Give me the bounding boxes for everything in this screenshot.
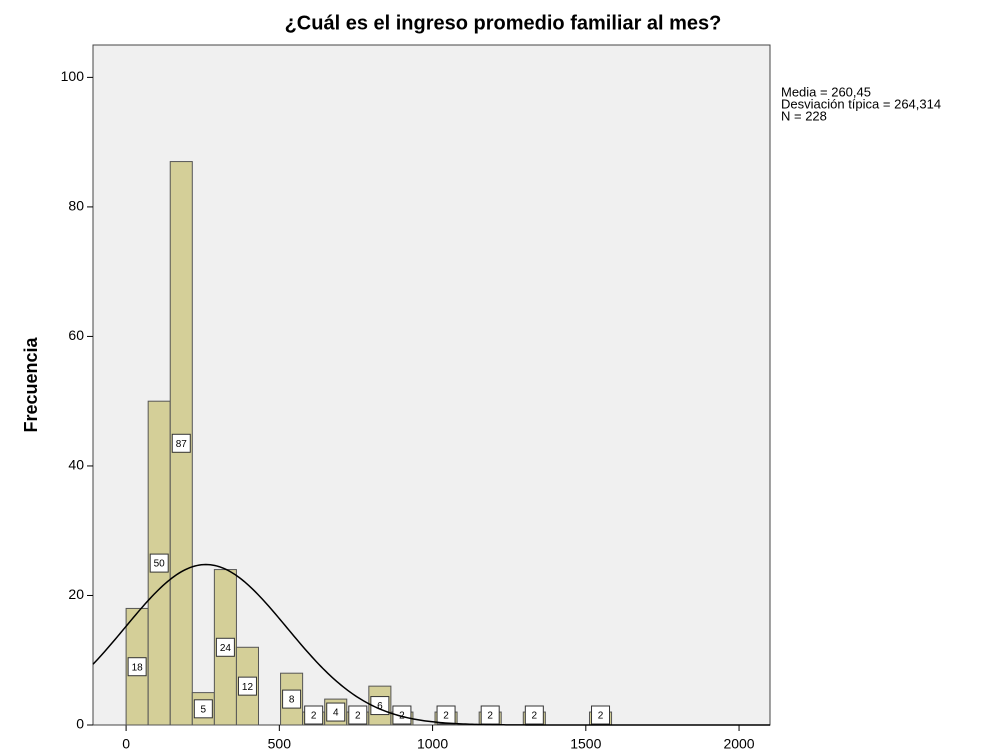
- value-label-box: [171, 433, 191, 453]
- y-tick-label: 80: [68, 198, 84, 214]
- normal-curve: [92, 563, 770, 726]
- x-tick-label: 500: [268, 736, 292, 752]
- value-label-box: [348, 705, 368, 725]
- stat-annotation: Desviación típica = 264,314: [781, 96, 941, 111]
- value-label: 6: [377, 701, 383, 712]
- value-label-box: [282, 689, 302, 709]
- value-label: 2: [311, 711, 317, 722]
- y-tick-label: 100: [61, 68, 85, 84]
- y-axis-label: Frecuencia: [21, 336, 41, 432]
- chart-title: ¿Cuál es el ingreso promedio familiar al…: [285, 12, 722, 34]
- value-label: 12: [242, 682, 254, 693]
- value-label-box: [326, 702, 346, 722]
- value-label: 87: [176, 439, 188, 450]
- x-tick-label: 0: [122, 736, 130, 752]
- value-label: 2: [532, 711, 538, 722]
- value-label-box: [149, 553, 169, 573]
- value-label: 5: [201, 704, 207, 715]
- value-label-box: [304, 705, 324, 725]
- stat-annotation: Media = 260,45: [781, 84, 871, 99]
- value-label: 18: [132, 662, 144, 673]
- y-tick-label: 40: [68, 457, 84, 473]
- y-tick-label: 60: [68, 327, 84, 343]
- value-label-box: [392, 705, 412, 725]
- value-label: 24: [220, 643, 232, 654]
- value-label: 50: [154, 559, 166, 570]
- value-label: 2: [355, 711, 361, 722]
- x-tick-label: 1500: [570, 736, 601, 752]
- value-label: 8: [289, 695, 295, 706]
- y-tick-label: 0: [76, 716, 84, 732]
- value-label: 2: [443, 711, 449, 722]
- value-label: 2: [598, 711, 604, 722]
- y-tick-label: 20: [68, 586, 84, 602]
- value-label-box: [524, 705, 544, 725]
- value-label-box: [127, 657, 147, 677]
- plot-area: [92, 44, 771, 726]
- value-label-box: [237, 676, 257, 696]
- value-label: 4: [333, 708, 339, 719]
- value-label: 2: [487, 711, 493, 722]
- value-label-box: [215, 637, 235, 657]
- x-tick-label: 2000: [723, 736, 754, 752]
- x-tick-label: 1000: [417, 736, 448, 752]
- value-label-box: [193, 699, 213, 719]
- value-label-box: [436, 705, 456, 725]
- value-label-box: [591, 705, 611, 725]
- stat-annotation: N = 228: [781, 108, 827, 123]
